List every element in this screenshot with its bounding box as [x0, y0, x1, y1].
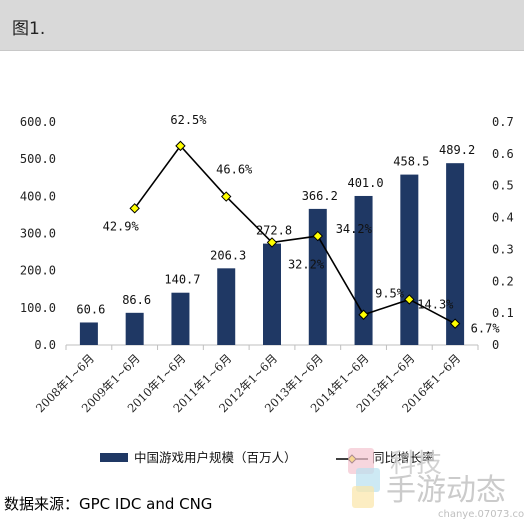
y2-tick-label: 0.7	[492, 115, 514, 129]
y-tick-label: 200.0	[20, 264, 56, 278]
bar-value-label: 140.7	[164, 273, 200, 287]
bar-mark	[400, 174, 419, 345]
growth-point	[221, 191, 232, 202]
growth-point	[129, 203, 140, 214]
bar-value-label: 272.8	[256, 224, 292, 238]
bar-mark	[308, 208, 327, 345]
legend-label-line: 同比增长率	[372, 450, 435, 465]
bar-value-label: 86.6	[122, 293, 151, 307]
bar-value-label: 401.0	[347, 176, 383, 190]
watermark-logo: 科技 手游动态 chanye.07073.com	[348, 448, 524, 519]
bar-mark	[79, 322, 98, 345]
growth-point	[266, 237, 278, 248]
bar-value-label: 458.5	[393, 155, 429, 169]
bar-mark	[263, 243, 281, 345]
legend-swatch-bars	[100, 453, 128, 462]
bar-mark	[171, 292, 190, 345]
growth-point	[358, 309, 369, 320]
growth-point	[404, 294, 415, 305]
svg-text:科技: 科技	[390, 449, 442, 479]
growth-value-label: 42.9%	[103, 219, 140, 233]
y-tick-label: 400.0	[20, 189, 56, 203]
bar-mark	[354, 195, 373, 345]
bar-mark	[125, 312, 144, 345]
y2-tick-label: 0.6	[492, 147, 514, 161]
data-source: 数据来源：GPC IDC and CNG	[4, 495, 213, 513]
y2-tick-label: 0.3	[492, 242, 514, 256]
y-tick-label: 100.0	[20, 301, 56, 315]
y-tick-label: 600.0	[20, 115, 56, 129]
y2-tick-label: 0.1	[492, 306, 514, 320]
watermark-subtext: chanye.07073.com	[438, 509, 524, 519]
y-tick-label: 500.0	[20, 152, 56, 166]
growth-value-label: 6.7%	[471, 322, 501, 336]
growth-value-label: 62.5%	[170, 113, 207, 127]
growth-point	[312, 230, 323, 242]
y2-tick-label: 0.4	[492, 211, 514, 225]
growth-line	[134, 144, 456, 325]
figure-title: 图1.	[12, 19, 46, 39]
bar-value-label: 60.6	[76, 302, 105, 316]
growth-value-label: 46.6%	[216, 163, 253, 177]
y2-tick-label: 0	[492, 338, 499, 352]
growth-point	[449, 318, 461, 329]
bar-value-label: 366.2	[302, 189, 338, 203]
growth-value-label: 9.5%	[375, 287, 405, 301]
y2-tick-label: 0.2	[492, 274, 514, 288]
growth-value-label: 34.2%	[336, 222, 373, 236]
header-bar: 图1.	[0, 0, 524, 51]
growth-value-label: 32.2%	[288, 257, 325, 271]
bar-mark	[446, 163, 465, 345]
bar-value-label: 489.2	[439, 143, 475, 157]
bar-value-label: 206.3	[210, 248, 246, 262]
bar-mark	[217, 268, 236, 345]
legend-label-bars: 中国游戏用户规模（百万人）	[134, 450, 297, 465]
watermark-text: 手游动态	[386, 473, 506, 508]
y-tick-label: 300.0	[20, 227, 56, 241]
y-tick-label: 0.0	[34, 338, 56, 352]
y2-tick-label: 0.5	[492, 179, 514, 193]
growth-value-label: 14.3%	[417, 297, 454, 311]
growth-point	[175, 140, 186, 152]
